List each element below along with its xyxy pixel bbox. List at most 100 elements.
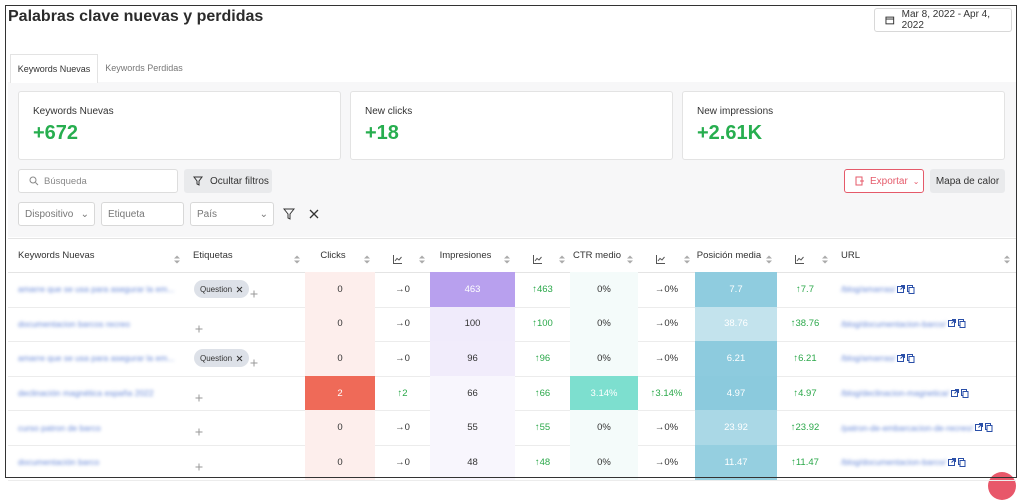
heatmap-button[interactable]: Mapa de calor [930, 169, 1005, 193]
url[interactable]: /blog/amarras/ [841, 353, 896, 364]
table-cell: ↑38.76 [777, 307, 833, 342]
trend-icon [656, 251, 665, 269]
search-icon [29, 176, 39, 186]
keyword[interactable]: amarre que se usa para asegurar la em... [18, 284, 175, 295]
table-cell: ↑6.21 [777, 341, 833, 376]
table-cell: ↑7.7 [777, 272, 833, 307]
tab-active[interactable]: Keywords Nuevas [10, 54, 98, 83]
position-change: ↑23.92 [790, 422, 820, 434]
table-cell: →0% [638, 410, 695, 445]
trend-icon [795, 255, 804, 264]
tag-label: Question [200, 284, 233, 294]
keyword[interactable]: declinación magnética españa 2022 [18, 388, 154, 399]
add-tag-icon [195, 423, 203, 441]
sort-icon [174, 251, 180, 269]
filter-icon[interactable] [283, 208, 295, 220]
position: 7.7 [729, 283, 743, 295]
sort-icon [419, 251, 425, 269]
export-icon [855, 176, 864, 186]
impressions: 48 [467, 456, 478, 468]
column-header: Etiquetas [193, 249, 233, 261]
position: 11.47 [724, 456, 748, 468]
tag-input[interactable]: Etiqueta [101, 202, 184, 226]
table-cell: 0 [305, 410, 375, 445]
select-label: Dispositivo [25, 208, 74, 220]
link-icons[interactable] [947, 457, 966, 467]
country-select[interactable]: País ⌄ [190, 202, 274, 226]
impressions: 66 [467, 387, 478, 399]
url[interactable]: /blog/amarras/ [841, 284, 896, 295]
link-icons[interactable] [897, 284, 915, 294]
ctr-change: →0% [654, 456, 679, 468]
table-cell: documentación barco [10, 445, 185, 480]
impressions-change: ↑48 [534, 456, 551, 468]
clear-filters-icon[interactable] [309, 209, 319, 219]
stat-value: +2.61K [697, 122, 763, 144]
clicks-change: →0 [395, 352, 410, 364]
table-cell: 0 [305, 445, 375, 480]
table-cell: ↑3.14% [638, 376, 695, 411]
table-cell: curso patron de barco [10, 410, 185, 445]
url[interactable]: /blog/documentacion-barco/ [841, 318, 946, 329]
table-cell: ↑4.97 [777, 376, 833, 411]
link-icons[interactable] [897, 353, 915, 363]
table-cell: 0% [570, 272, 638, 307]
clicks-change: ↑2 [397, 387, 408, 399]
table-cell: 66 [430, 375, 515, 411]
ctr: 0% [597, 352, 611, 364]
tab[interactable]: Keywords Perdidas [100, 54, 188, 82]
clicks: 2 [337, 387, 343, 399]
url[interactable]: /patron-de-embarcacion-de-recreo/ [841, 422, 973, 433]
link-icons[interactable] [947, 319, 966, 329]
add-tag-icon [195, 394, 203, 402]
device-select[interactable]: Dispositivo ⌄ [18, 202, 95, 226]
sort-icon [174, 255, 180, 264]
search-placeholder: Búsqueda [44, 175, 87, 187]
page: Palabras clave nuevas y perdidas Mar 8, … [5, 5, 1017, 500]
hide-filters-button[interactable]: Ocultar filtros [184, 169, 272, 193]
button-label: Mapa de calor [935, 175, 1000, 187]
ctr-change: →0% [654, 283, 679, 295]
table-cell: 0 [305, 341, 375, 376]
link-icons[interactable] [950, 388, 969, 398]
table-cell: →0% [638, 307, 695, 342]
ctr: 3.14% [590, 387, 618, 399]
tag-pill[interactable]: Question [194, 349, 250, 368]
date-picker[interactable]: Mar 8, 2022 - Apr 4, 2022 [874, 8, 1012, 32]
ctr: 0% [597, 422, 611, 434]
table-cell: ↑463 [515, 272, 570, 307]
sort-icon [684, 255, 690, 264]
impressions: 96 [467, 352, 478, 364]
url[interactable]: /blog/declinacion-magnetica/ [841, 388, 949, 399]
impressions: 100 [464, 318, 481, 330]
link-icons[interactable] [974, 423, 993, 433]
position: 4.97 [726, 387, 746, 399]
clicks: 0 [337, 352, 343, 364]
trend-icon [533, 251, 542, 269]
clicks-change: →0 [395, 422, 410, 434]
position: 38.76 [724, 318, 748, 330]
keyword[interactable]: amarre que se usa para asegurar la em... [18, 353, 175, 364]
clicks-change: →0 [395, 283, 410, 295]
table-cell: documentacion barcos recreo [10, 307, 185, 342]
row-line [8, 479, 1016, 481]
remove-tag-icon[interactable] [236, 355, 243, 362]
search-input[interactable]: Búsqueda [18, 169, 178, 193]
sort-icon [559, 255, 565, 264]
clicks-change: →0 [395, 456, 410, 468]
keyword[interactable]: documentacion barcos recreo [18, 318, 130, 329]
url[interactable]: /blog/documentacion-barco/ [841, 457, 946, 468]
position: 23.92 [724, 422, 748, 434]
table-cell: →0 [375, 410, 430, 445]
table-cell: ↑48 [515, 445, 570, 480]
table-cell: ↑96 [515, 341, 570, 376]
sort-icon [1004, 251, 1010, 269]
ctr-change: →0% [654, 318, 679, 330]
tag-pill[interactable]: Question [194, 280, 250, 298]
keyword[interactable]: curso patron de barco [18, 422, 101, 433]
remove-tag-icon[interactable] [236, 286, 243, 293]
export-button[interactable]: Exportar ⌄ [844, 169, 924, 193]
column-header: Keywords Nuevas [18, 249, 95, 261]
keyword[interactable]: documentación barco [18, 457, 100, 468]
calendar-icon [885, 16, 895, 25]
